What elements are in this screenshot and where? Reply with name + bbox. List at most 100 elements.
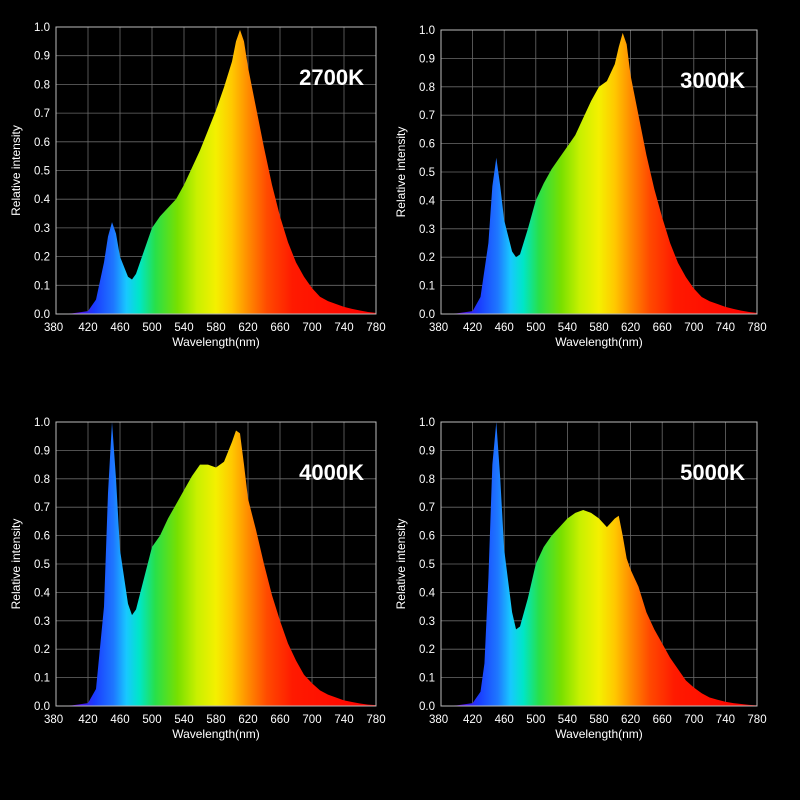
y-tick-label: 0.0: [419, 309, 435, 321]
y-axis-label: Relative intensity: [9, 519, 23, 610]
y-tick-label: 0.2: [34, 252, 50, 264]
y-tick-label: 1.0: [34, 22, 50, 34]
x-tick-label: 620: [238, 322, 257, 334]
y-tick-label: 0.0: [34, 309, 50, 321]
x-tick-label: 540: [558, 714, 577, 726]
y-tick-label: 0.9: [34, 51, 50, 63]
y-tick-label: 0.8: [419, 82, 435, 94]
y-tick-label: 0.6: [34, 531, 50, 543]
x-tick-label: 700: [684, 322, 703, 334]
y-tick-label: 0.3: [34, 223, 50, 235]
x-tick-label: 700: [684, 714, 703, 726]
y-tick-label: 0.8: [34, 79, 50, 91]
y-tick-label: 0.2: [419, 252, 435, 264]
spectrum-panel-2700K: 0.0 0.1 0.2 0.3 0.4 0.5 0.6 0.7 0.8 0.9 1.0 380 420 4…: [9, 22, 386, 349]
x-axis-label: Wavelength(nm): [172, 727, 260, 741]
y-tick-label: 0.6: [419, 531, 435, 543]
spectrum-area-4000K: [56, 422, 376, 706]
x-tick-label: 620: [621, 714, 640, 726]
x-axis-label: Wavelength(nm): [172, 335, 260, 349]
chart-title: 4000K: [299, 460, 364, 485]
y-tick-label: 0.9: [419, 53, 435, 65]
y-tick-label: 0.6: [34, 137, 50, 149]
chart-title: 3000K: [680, 68, 745, 93]
x-tick-label: 580: [206, 322, 225, 334]
x-tick-label: 740: [716, 714, 735, 726]
x-tick-label: 500: [526, 322, 545, 334]
y-tick-label: 0.2: [419, 644, 435, 656]
x-tick-label: 660: [270, 322, 289, 334]
y-tick-label: 0.4: [34, 194, 51, 206]
x-tick-label: 500: [142, 322, 161, 334]
y-tick-label: 0.1: [34, 673, 50, 685]
chart-title: 2700K: [299, 65, 364, 90]
x-tick-label: 660: [653, 714, 672, 726]
x-tick-label: 780: [747, 322, 766, 334]
y-tick-label: 0.0: [419, 701, 435, 713]
y-tick-label: 0.3: [34, 616, 50, 628]
x-tick-label: 420: [78, 322, 97, 334]
y-tick-label: 1.0: [419, 25, 435, 37]
spectrum-area-2700K: [56, 29, 376, 315]
y-tick-label: 0.2: [34, 644, 50, 656]
x-tick-label: 740: [334, 322, 353, 334]
x-tick-label: 700: [302, 322, 321, 334]
y-tick-label: 0.7: [34, 108, 50, 120]
x-tick-label: 740: [716, 322, 735, 334]
x-tick-label: 580: [206, 714, 225, 726]
y-tick-label: 0.5: [34, 166, 50, 178]
y-tick-label: 1.0: [419, 417, 435, 429]
y-tick-label: 0.9: [34, 445, 50, 457]
spectrum-panel-4000K: 0.0 0.1 0.2 0.3 0.4 0.5 0.6 0.7 0.8 0.9 1.0 380 420 4…: [9, 417, 386, 741]
x-tick-label: 780: [366, 714, 385, 726]
spectrum-area-5000K: [441, 422, 757, 706]
x-tick-label: 500: [142, 714, 161, 726]
plot-frame: [440, 29, 758, 315]
y-tick-label: 0.0: [34, 701, 50, 713]
plot-frame: [55, 421, 377, 707]
x-tick-label: 740: [334, 714, 353, 726]
y-axis-label: Relative intensity: [9, 125, 23, 216]
y-tick-label: 0.8: [34, 474, 50, 486]
chart-title: 5000K: [680, 460, 745, 485]
x-tick-label: 460: [110, 322, 129, 334]
x-tick-label: 380: [429, 322, 448, 334]
x-tick-label: 540: [558, 322, 577, 334]
y-axis-label: Relative intensity: [394, 127, 408, 218]
y-tick-label: 0.5: [34, 559, 50, 571]
plot-frame: [55, 26, 377, 315]
x-tick-label: 460: [495, 714, 514, 726]
x-tick-label: 580: [589, 714, 608, 726]
x-tick-label: 420: [463, 322, 482, 334]
y-tick-label: 0.7: [34, 502, 50, 514]
x-axis-label: Wavelength(nm): [555, 335, 643, 349]
y-tick-label: 0.5: [419, 167, 435, 179]
x-tick-label: 620: [621, 322, 640, 334]
plot-frame: [440, 421, 758, 707]
x-tick-label: 540: [174, 714, 193, 726]
x-tick-label: 780: [747, 714, 766, 726]
y-tick-label: 0.1: [419, 281, 435, 293]
x-tick-label: 380: [44, 714, 63, 726]
x-tick-label: 780: [366, 322, 385, 334]
y-tick-label: 0.9: [419, 445, 435, 457]
x-tick-label: 500: [526, 714, 545, 726]
y-tick-label: 0.7: [419, 110, 435, 122]
x-tick-label: 700: [302, 714, 321, 726]
x-tick-label: 660: [653, 322, 672, 334]
x-tick-label: 380: [44, 322, 63, 334]
x-axis-label: Wavelength(nm): [555, 727, 643, 741]
y-tick-label: 0.1: [419, 673, 435, 685]
y-tick-label: 0.1: [34, 280, 50, 292]
y-tick-label: 0.3: [419, 224, 435, 236]
x-tick-label: 460: [110, 714, 129, 726]
spectrum-panel-3000K: 0.0 0.1 0.2 0.3 0.4 0.5 0.6 0.7 0.8 0.9 1.0 380 420 4…: [394, 25, 767, 349]
spectrum-panel-5000K: 0.0 0.1 0.2 0.3 0.4 0.5 0.6 0.7 0.8 0.9 1.0 380 420 4…: [394, 417, 767, 741]
x-tick-label: 620: [238, 714, 257, 726]
y-tick-label: 0.3: [419, 616, 435, 628]
x-tick-label: 460: [495, 322, 514, 334]
spectrum-area-3000K: [441, 32, 757, 315]
x-tick-label: 380: [429, 714, 448, 726]
y-tick-label: 0.6: [419, 139, 435, 151]
